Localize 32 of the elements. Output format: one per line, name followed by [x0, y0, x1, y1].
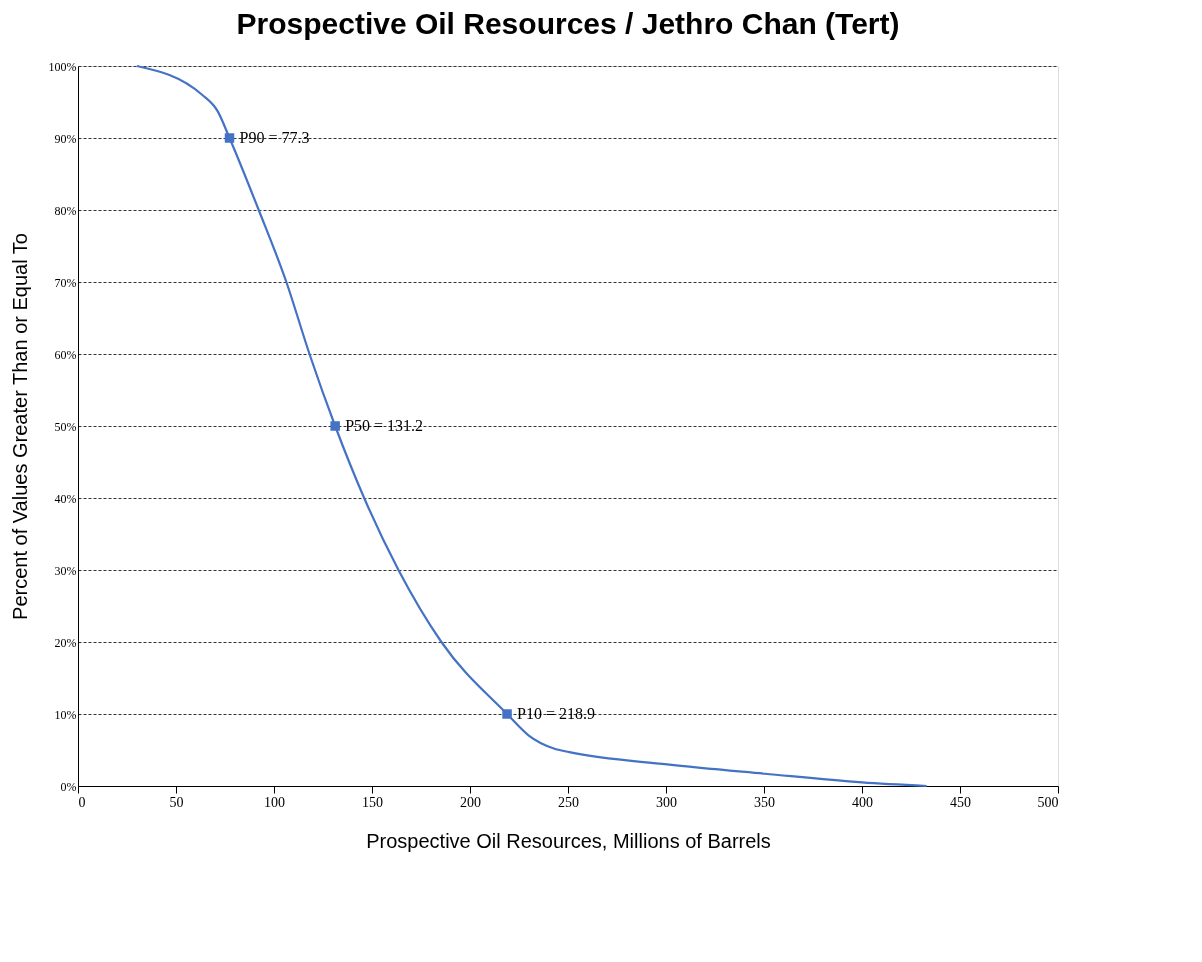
- y-tick-label: 0%: [60, 779, 77, 794]
- x-tick-label: 350: [754, 794, 775, 810]
- x-tick-label: 100: [264, 794, 285, 810]
- y-tick-label: 100%: [48, 59, 77, 74]
- y-tick-label: 50%: [54, 419, 77, 434]
- x-tick-label: 50: [169, 794, 184, 810]
- x-tick-label: 150: [362, 794, 383, 810]
- chart-title: Prospective Oil Resources / Jethro Chan (Tert): [236, 7, 900, 40]
- annotation: P10 = 218.9: [517, 705, 595, 722]
- y-tick-label: 60%: [54, 347, 77, 362]
- y-tick-label: 30%: [54, 563, 77, 578]
- line-series: [135, 64, 928, 788]
- y-tick-label: 70%: [54, 275, 77, 290]
- y-axis-title: Percent of Values Greater Than or Equal To: [8, 233, 31, 620]
- point: [502, 709, 512, 719]
- y-tick-label: 20%: [54, 635, 77, 650]
- y-tick-label: 40%: [54, 491, 77, 506]
- annotation: P50 = 131.2: [345, 417, 424, 434]
- point: [330, 421, 340, 431]
- y-tick-label: 10%: [54, 707, 77, 722]
- y-tick-label: 80%: [54, 203, 77, 218]
- x-tick-label: 400: [852, 794, 873, 810]
- x-tick-label: 250: [558, 794, 579, 810]
- x-tick-label: 200: [460, 794, 481, 810]
- annotation: P90 = 77.3: [239, 129, 310, 146]
- y-tick-label: 90%: [54, 131, 77, 146]
- point: [224, 133, 235, 143]
- x-tick-label: 300: [656, 794, 677, 810]
- x-tick-label: 450: [950, 794, 971, 810]
- x-axis-title: Prospective Oil Resources, Millions of Barrels: [366, 829, 771, 852]
- x-tick-label: 500: [1037, 794, 1059, 810]
- x-tick-label: 0: [78, 794, 86, 810]
